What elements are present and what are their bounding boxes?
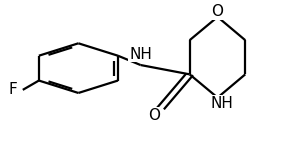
Text: NH: NH (129, 47, 152, 62)
Text: O: O (148, 107, 160, 122)
Text: O: O (212, 4, 223, 19)
Text: F: F (8, 82, 17, 97)
Text: NH: NH (211, 96, 234, 111)
